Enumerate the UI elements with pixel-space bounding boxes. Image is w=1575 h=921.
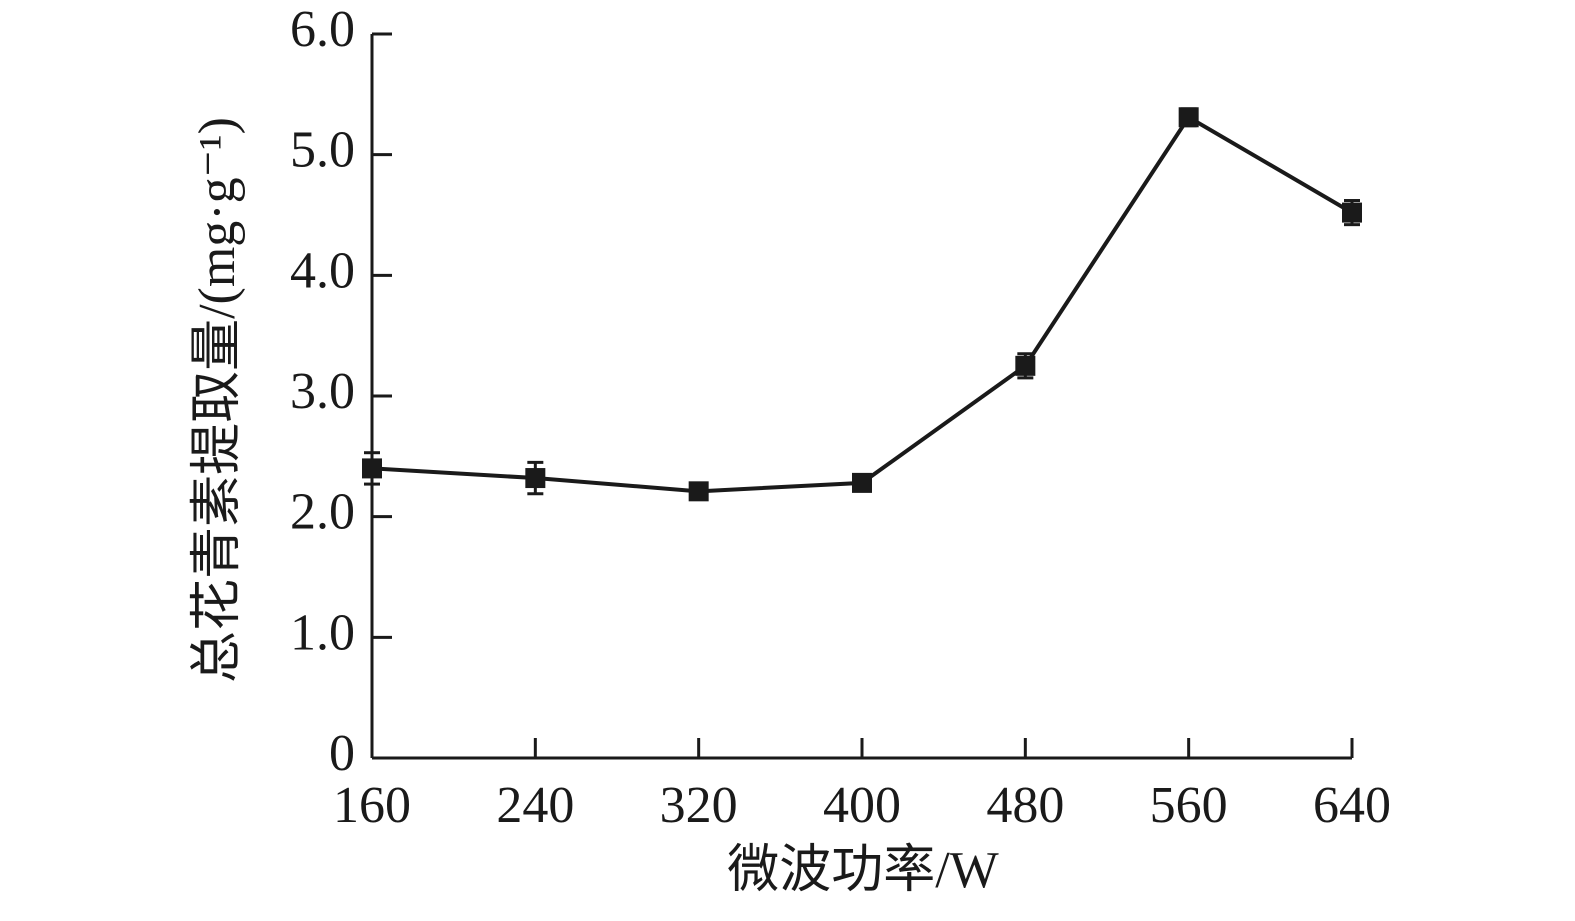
marker <box>852 472 872 493</box>
y-tick-label: 6.0 <box>290 1 355 58</box>
y-axis-title: 总花青素提取量/(mg·g⁻¹) <box>189 117 246 683</box>
marker <box>1342 202 1362 223</box>
x-tick-label: 480 <box>986 777 1064 834</box>
y-tick-label: 3.0 <box>290 363 355 420</box>
x-tick-label: 560 <box>1150 777 1228 834</box>
y-tick-label: 2.0 <box>290 484 355 541</box>
marker <box>525 468 546 489</box>
x-tick-label: 320 <box>660 777 738 834</box>
y-tick-label: 5.0 <box>290 122 355 179</box>
y-tick-label: 1.0 <box>290 604 355 661</box>
line <box>371 114 1354 494</box>
x-tick-label: 160 <box>333 777 411 834</box>
y-tick-label: 4.0 <box>290 242 355 299</box>
marker <box>1015 355 1036 376</box>
marker <box>688 481 709 502</box>
x-tick-label: 400 <box>823 777 901 834</box>
x-tick-label: 640 <box>1313 777 1391 834</box>
x-axis-title: 微波功率/W <box>727 842 999 899</box>
marker <box>1178 107 1199 128</box>
y-tick-label: 0 <box>329 725 355 782</box>
x-tick-label: 240 <box>496 777 574 834</box>
marker <box>362 458 382 479</box>
